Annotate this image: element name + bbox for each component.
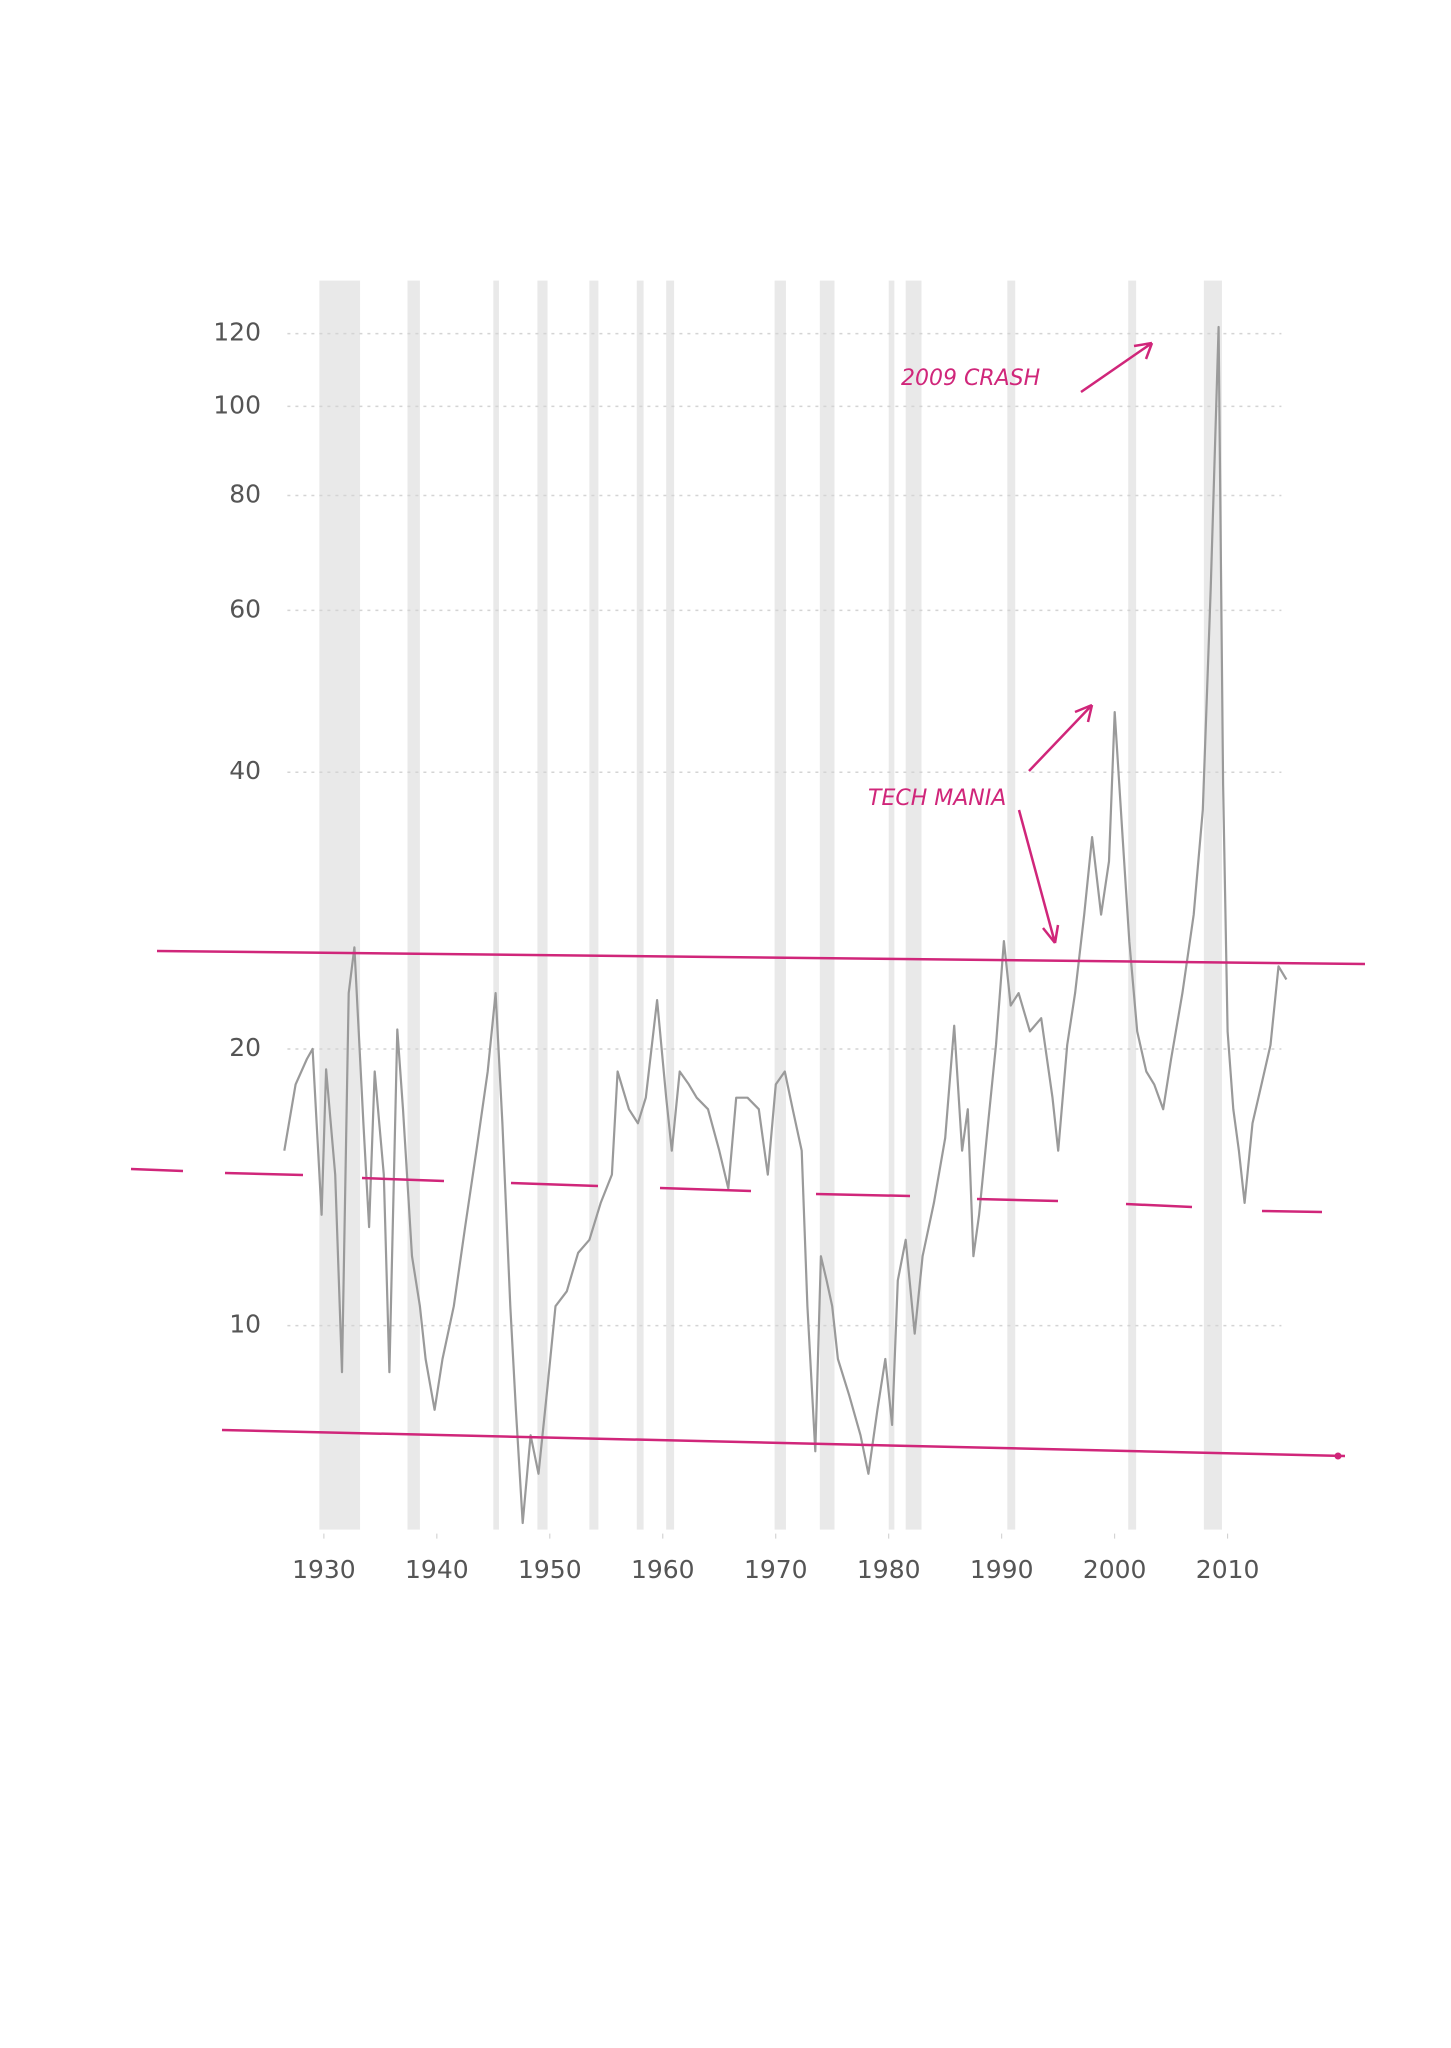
x-tick-label: 2000	[1083, 1555, 1147, 1584]
y-tick-label: 60	[229, 594, 261, 623]
shaded-period	[1007, 280, 1016, 1530]
y-tick-label: 20	[229, 1033, 261, 1062]
shaded-period	[636, 280, 644, 1530]
grid	[287, 332, 1282, 1539]
x-tick-label: 1990	[970, 1555, 1034, 1584]
arrow-crash	[1080, 341, 1154, 394]
shaded-period	[666, 280, 675, 1530]
dashed-line	[130, 1167, 1323, 1214]
shaded-period	[888, 280, 895, 1530]
y-tick-label: 80	[229, 479, 261, 508]
arrow-tech-peak	[1028, 703, 1094, 772]
annotation: TECH MANIA	[868, 786, 1006, 811]
lower-line	[221, 1428, 1346, 1458]
shaded-period	[493, 280, 499, 1530]
x-tick-label: 1940	[405, 1555, 469, 1584]
shaded-period	[905, 280, 922, 1530]
shaded-period	[1203, 280, 1222, 1530]
x-tick-label: 1930	[292, 1555, 356, 1584]
tick-labels: 10 20 40 60 80 100 120 1930 1940 1950 1960 1970 1980…	[213, 318, 1259, 1584]
shaded-period	[319, 280, 361, 1530]
y-tick-label: 10	[229, 1310, 261, 1339]
shaded-period	[1128, 280, 1137, 1530]
shaded-period	[774, 280, 786, 1530]
arrow-tech-rise	[1017, 809, 1060, 944]
y-tick-label: 120	[213, 318, 261, 347]
series	[283, 325, 1288, 1525]
shaded-periods	[319, 280, 1222, 1530]
annotation: 2009 CRASH	[901, 366, 1040, 391]
x-tick-label: 2010	[1196, 1555, 1260, 1584]
y-tick-label: 40	[229, 756, 261, 785]
x-tick-label: 1950	[518, 1555, 582, 1584]
shaded-period	[819, 280, 835, 1530]
shaded-period	[589, 280, 599, 1530]
line-end-dot	[1334, 1452, 1342, 1460]
series-line	[283, 325, 1288, 1525]
x-tick-label: 1970	[744, 1555, 808, 1584]
shaded-period	[537, 280, 548, 1530]
y-tick-label: 100	[213, 390, 261, 419]
upper-line	[156, 949, 1366, 966]
hand-drawn-lines	[130, 341, 1366, 1460]
shaded-period	[407, 280, 420, 1530]
x-tick-label: 1960	[631, 1555, 695, 1584]
x-tick-label: 1980	[857, 1555, 921, 1584]
